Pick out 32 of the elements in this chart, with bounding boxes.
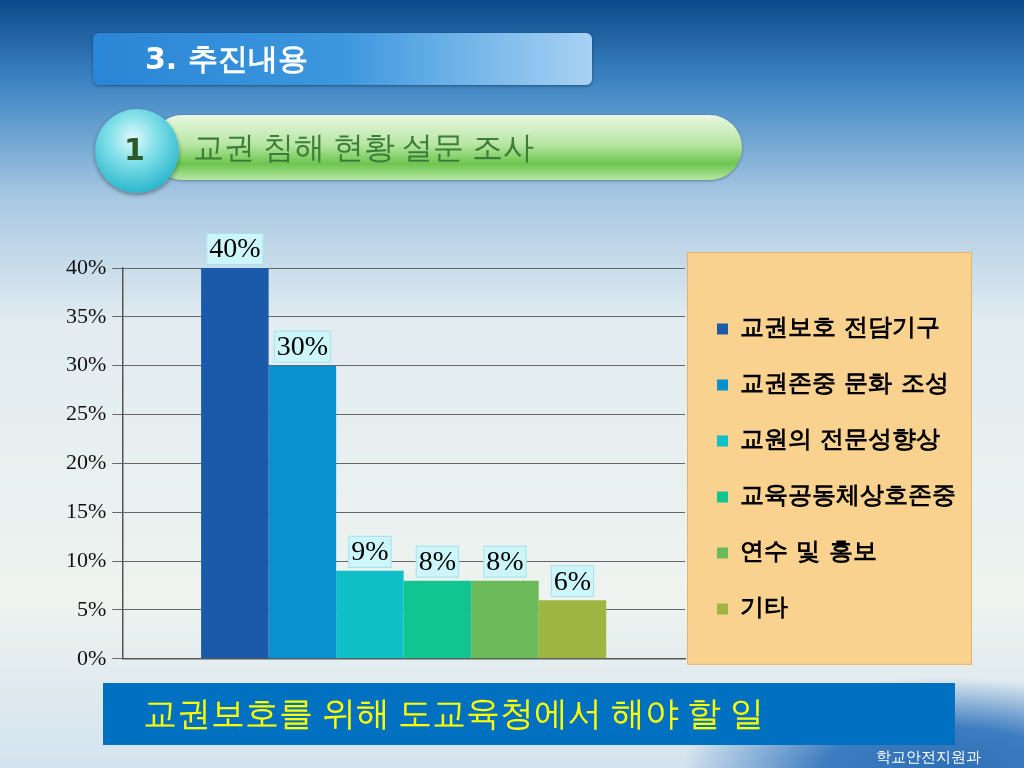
legend-label: 연수 및 홍보 xyxy=(740,537,877,566)
bar xyxy=(201,268,269,659)
legend-label: 교육공동체상호존중 xyxy=(740,481,956,510)
legend-label: 교원의 전문성향상 xyxy=(740,425,941,454)
data-label: 9% xyxy=(351,535,389,567)
y-tick-label: 0% xyxy=(77,644,107,670)
data-label: 40% xyxy=(209,232,261,264)
y-tick-label: 30% xyxy=(66,351,107,377)
y-tick-label: 25% xyxy=(66,400,107,426)
y-tick-label: 15% xyxy=(66,498,107,524)
chart-title: 3. 추진내용 xyxy=(145,40,308,78)
text: 교권보호를 위해 도교육청에서 해야 할 일 xyxy=(143,694,764,734)
data-label: 8% xyxy=(486,545,524,576)
y-tick-label: 40% xyxy=(66,253,107,279)
y-tick-label: 10% xyxy=(66,546,107,572)
data-label: 30% xyxy=(276,330,329,362)
legend-label: 기타 xyxy=(740,593,788,622)
y-tick-label: 5% xyxy=(77,595,107,621)
bar xyxy=(538,600,607,659)
bar xyxy=(471,580,539,659)
legend-label: 교권존중 문화 조성 xyxy=(740,369,949,398)
bar xyxy=(268,365,337,659)
y-tick-label: 35% xyxy=(66,302,107,328)
data-label: 8% xyxy=(418,545,457,576)
bar xyxy=(403,580,472,659)
text: 1 xyxy=(124,131,145,169)
legend-label: 교권보호 전담기구 xyxy=(740,313,941,342)
chart-subtitle: 교권 침해 현황 설문 조사 xyxy=(193,129,534,167)
bar xyxy=(336,570,404,659)
data-label: 6% xyxy=(553,564,592,596)
text: 학교안전지원과 xyxy=(876,748,981,767)
y-tick-label: 20% xyxy=(66,449,107,475)
